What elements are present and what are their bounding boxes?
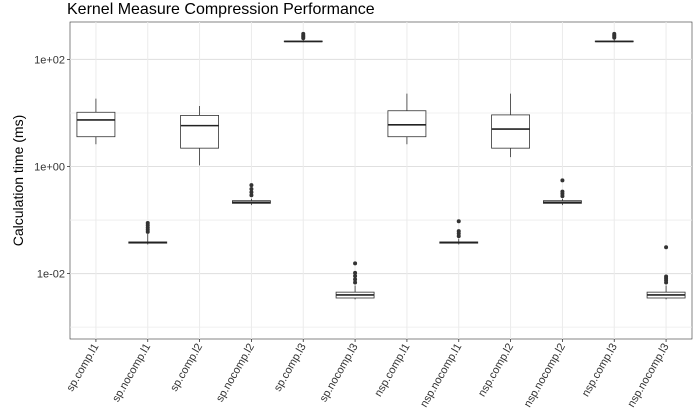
box-nsp.nocomp.l1 [439,219,479,245]
x-tick-label: nsp.nocomp.l3 [626,342,672,410]
box-nsp.comp.l3 [594,31,634,43]
y-tick-label: 1e-02 [37,269,65,281]
x-tick-label: sp.comp.l2 [168,342,205,394]
outlier-point [353,280,358,285]
outlier-point [353,261,358,266]
outlier-point [249,193,254,198]
boxes [76,31,686,300]
y-tick-label: 1e+02 [34,54,65,66]
x-tick-label: nsp.nocomp.l2 [522,342,568,410]
box-iqr [76,111,116,138]
box-iqr [387,110,427,138]
outlier-point [249,183,254,188]
box-sp.comp.l2 [180,105,219,166]
outlier-point [664,245,669,250]
box-sp.comp.l1 [76,98,116,145]
y-axis: 1e+02 1e+00 1e-02 [34,54,70,281]
x-tick-label: sp.comp.l1 [65,342,102,394]
box-nsp.nocomp.l3 [646,245,686,300]
y-tick-label: 1e+00 [34,162,65,174]
x-tick-label: nsp.comp.l2 [476,342,516,399]
box-sp.nocomp.l2 [232,183,271,206]
outlier-point [456,219,461,224]
box-nsp.nocomp.l2 [543,178,582,206]
box-sp.comp.l3 [283,31,323,43]
x-tick-label: sp.nocomp.l2 [214,342,257,405]
box-nsp.comp.l1 [387,93,427,145]
outlier-point [301,31,306,36]
x-tick-label: sp.nocomp.l1 [110,342,153,405]
outlier-point [664,274,669,279]
box-sp.nocomp.l1 [128,221,168,245]
outlier-point [353,277,358,282]
x-tick-label: nsp.comp.l3 [580,342,620,399]
outlier-point [560,189,565,194]
outlier-point [612,31,617,36]
box-iqr [491,114,530,149]
outlier-point [353,274,358,279]
outlier-point [249,190,254,195]
x-tick-label: nsp.comp.l1 [372,342,412,399]
x-tick-label: sp.nocomp.l3 [318,342,361,405]
chart-title: Kernel Measure Compression Performance [67,1,375,18]
plot-panel [69,21,693,340]
outlier-point [249,187,254,192]
box-sp.nocomp.l3 [335,261,375,300]
outlier-point [456,229,461,234]
box-nsp.comp.l2 [491,93,530,158]
outlier-point [353,270,358,275]
y-axis-label: Calculation time (ms) [10,115,26,246]
grid [70,22,692,339]
x-tick-label: nsp.nocomp.l1 [418,342,464,410]
x-axis: sp.comp.l1 sp.nocomp.l1 sp.comp.l2 sp.nocom… [65,339,672,409]
x-tick-label: sp.comp.l3 [272,342,309,394]
box-iqr [180,115,219,149]
outlier-point [560,178,565,183]
outlier-point [145,221,150,226]
